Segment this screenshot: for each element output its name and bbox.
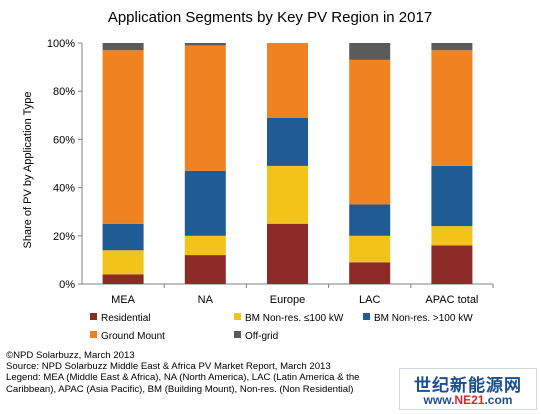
x-category-label: APAC total: [425, 294, 478, 306]
x-category-label: LAC: [359, 294, 380, 306]
bar-segment: [267, 117, 308, 166]
watermark-url-suffix: .com: [484, 393, 513, 407]
legend-label: BM Non-res. ≤100 kW: [245, 313, 344, 324]
bar-segment: [184, 235, 226, 256]
bar-segment: [184, 45, 226, 171]
bar-segment: [349, 235, 391, 263]
bar-segment: [102, 250, 144, 275]
x-category-label: MEA: [111, 294, 136, 306]
watermark-url: www.NE21.com: [400, 393, 536, 407]
legend: Residential BM Non-res. ≤100 kW BM Non-res…: [90, 313, 473, 342]
bar-segment: [431, 165, 473, 227]
legend-label: Off-grid: [245, 331, 278, 342]
legend-swatch: [363, 313, 370, 320]
bar-segment: [267, 223, 308, 284]
y-tick-label: 20%: [53, 231, 75, 243]
source-text: Source: NPD Solarbuzz Middle East & Afri…: [6, 361, 331, 373]
x-category-label: Europe: [270, 294, 305, 306]
legend-swatch: [234, 313, 241, 320]
bar-segment: [102, 50, 144, 224]
bar-segment: [184, 255, 226, 284]
plot-area: 0% 20% 40% 60% 80% 100% MEA NA Europe LAC APAC tot…: [47, 38, 494, 306]
bar-segment: [184, 43, 226, 46]
bar-segment: [267, 43, 308, 118]
bar-segment: [267, 165, 308, 224]
bar-segment: [431, 50, 473, 166]
bar-segment: [184, 170, 226, 236]
bar-segment: [349, 204, 391, 236]
bar-segment: [349, 262, 391, 284]
bar-segment: [102, 43, 144, 51]
bar-segment: [102, 274, 144, 284]
bar-segment: [431, 245, 473, 284]
watermark-logo: 世纪新能源网 www.NE21.com: [399, 368, 537, 410]
bar-segment: [349, 43, 391, 60]
copyright-text: ©NPD Solarbuzz, March 2013: [6, 350, 135, 361]
legend-note-text: Legend: MEA (Middle East & Africa), NA (…: [6, 372, 360, 384]
bar-segment: [102, 223, 144, 251]
y-tick-label: 0%: [59, 279, 75, 291]
watermark-title: 世纪新能源网: [414, 376, 522, 395]
y-tick-label: 80%: [53, 86, 75, 98]
watermark-url-brand: NE21: [454, 393, 485, 407]
legend-label: Residential: [101, 313, 150, 324]
y-tick-label: 60%: [53, 134, 75, 146]
y-tick-label: 100%: [47, 38, 75, 50]
footer: ©NPD Solarbuzz, March 2013 Source: NPD S…: [6, 350, 536, 395]
watermark-url-prefix: www.: [423, 393, 455, 407]
bar-segment: [349, 59, 391, 205]
bar-segment: [431, 226, 473, 246]
legend-label: BM Non-res. >100 kW: [374, 313, 473, 324]
legend-swatch: [90, 331, 97, 338]
x-category-label: NA: [198, 294, 214, 306]
legend-swatch: [90, 313, 97, 320]
legend-swatch: [234, 331, 241, 338]
chart-title: Application Segments by Key PV Region in…: [108, 9, 432, 26]
legend-note-text-2: Caribbean), APAC (Asia Pacific), BM (Bui…: [6, 383, 354, 395]
y-tick-label: 40%: [53, 183, 75, 195]
y-axis-label: Share of PV by Application Type: [22, 92, 34, 249]
bar-segment: [431, 43, 473, 51]
legend-label: Ground Mount: [101, 331, 165, 342]
